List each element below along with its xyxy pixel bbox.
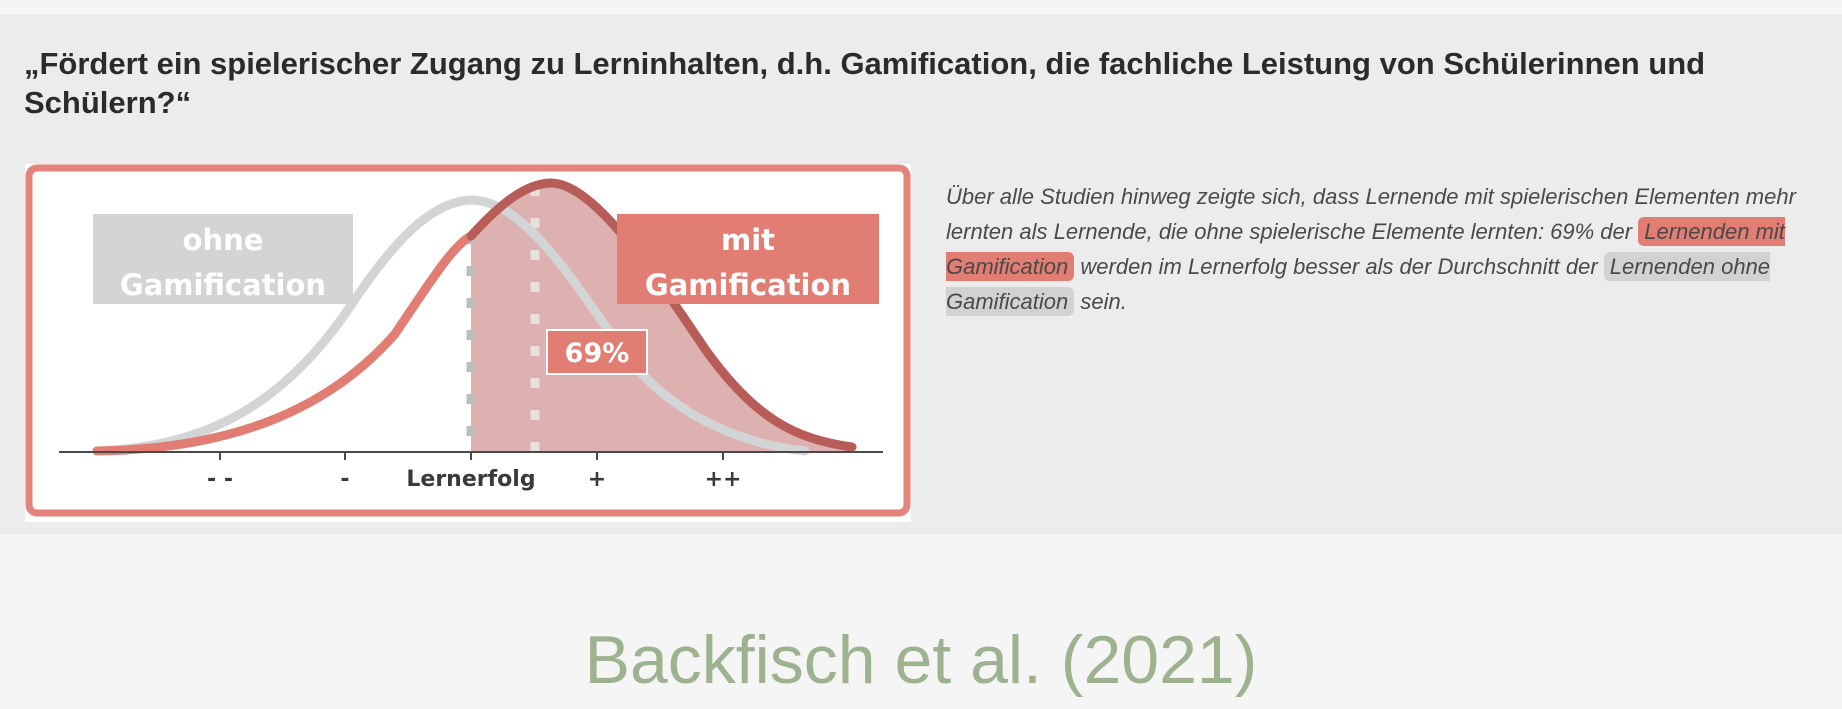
tick-label-plus-plus: ++	[705, 467, 742, 492]
research-question: „Fördert ein spielerischer Zugang zu Ler…	[24, 46, 1706, 120]
description-part1: Über alle Studien hinweg zeigte sich, da…	[946, 184, 1796, 244]
description-part2: werden im Lernerfolg besser als der Durc…	[1080, 254, 1598, 279]
distribution-figure: - - - Lernerfolg + ++ ohne Gamification …	[25, 164, 911, 522]
label-without-line1: ohne	[183, 223, 264, 257]
curve-with-left	[92, 231, 476, 456]
distribution-chart: - - - Lernerfolg + ++ ohne Gamification …	[25, 164, 911, 517]
tick-label-minus: -	[340, 467, 349, 492]
description-part3: sein.	[1080, 289, 1127, 314]
top-strip	[0, 0, 1842, 14]
citation: Backfisch et al. (2021)	[584, 622, 1258, 698]
description-text: Über alle Studien hinweg zeigte sich, da…	[946, 179, 1826, 319]
tick-label-minus-minus: - -	[207, 467, 233, 492]
percent-badge	[546, 329, 648, 375]
curve-without	[92, 195, 810, 456]
label-without-line2: Gamification	[120, 268, 326, 302]
axis-label-lernerfolg: Lernerfolg	[406, 467, 535, 492]
label-with-line1: mit	[721, 223, 775, 257]
shaded-area	[471, 180, 852, 451]
label-with-box	[617, 214, 879, 304]
content-panel: „Fördert ein spielerischer Zugang zu Ler…	[0, 14, 1842, 534]
percent-label: 69%	[565, 338, 630, 369]
label-with-line2: Gamification	[645, 268, 851, 302]
label-without-box	[93, 214, 353, 304]
tick-label-plus: +	[588, 467, 606, 492]
